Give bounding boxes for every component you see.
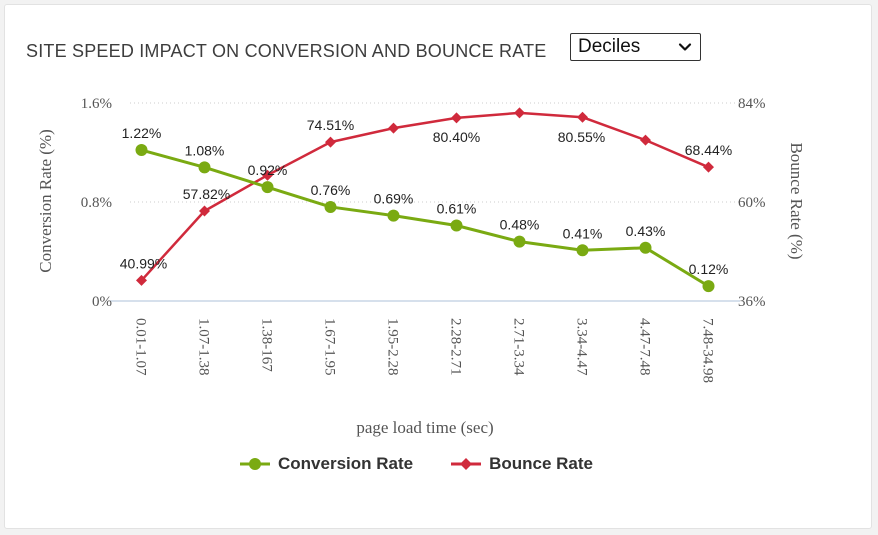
- legend-item-bounce[interactable]: Bounce Rate: [451, 454, 593, 474]
- conversion-rate-point: [135, 144, 148, 157]
- legend-label-bounce: Bounce Rate: [489, 454, 594, 473]
- legend-label-conversion: Conversion Rate: [278, 454, 414, 473]
- x-tick-label: 3.34-4.47: [574, 318, 590, 376]
- y-left-tick-label: 1.6%: [81, 96, 112, 112]
- legend-marker-bounce-icon: [451, 458, 482, 470]
- x-tick-label: 1.95-2.28: [385, 318, 401, 376]
- legend-marker-conversion-icon: [240, 458, 270, 470]
- y-right-axis-title: Bounce Rate (%): [787, 142, 806, 259]
- x-tick-label: 7.48-34.98: [700, 318, 716, 383]
- conversion-data-label: 0.76%: [311, 182, 351, 198]
- bounce-data-label: 40.99%: [120, 255, 167, 271]
- chart-card: [4, 4, 872, 529]
- bounce-rate-point: [451, 112, 462, 124]
- conversion-rate-point: [261, 181, 274, 194]
- x-tick-label: 1.38-167: [259, 318, 275, 372]
- conversion-rate-line: [141, 148, 710, 288]
- y-right-tick-label: 36%: [738, 294, 766, 310]
- conversion-data-label: 0.12%: [689, 261, 729, 277]
- chevron-down-icon: [678, 43, 692, 51]
- conversion-rate-point: [198, 161, 211, 174]
- conversion-rate-point: [702, 280, 715, 293]
- x-tick-label: 2.28-2.71: [448, 318, 464, 376]
- bounce-data-label: 57.82%: [183, 186, 230, 202]
- bounce-rate-point: [136, 274, 147, 286]
- y-right-tick-label: 84%: [738, 96, 766, 112]
- bounce-rate-point: [640, 134, 651, 146]
- x-tick-label: 0.01-1.07: [133, 318, 149, 376]
- x-axis-title: page load time (sec): [356, 418, 493, 437]
- conversion-rate-point: [513, 235, 526, 248]
- x-tick-label: 2.71-3.34: [511, 318, 527, 376]
- conversion-data-label: 0.43%: [626, 223, 666, 239]
- chart-title: SITE SPEED IMPACT ON CONVERSION AND BOUN…: [26, 41, 547, 61]
- conversion-rate-point: [450, 219, 463, 232]
- bounce-rate-point: [262, 169, 273, 181]
- conversion-rate-point: [576, 244, 589, 257]
- conversion-data-label: 0.41%: [563, 225, 603, 241]
- conversion-data-label: 1.08%: [185, 142, 225, 158]
- x-tick-label: 1.07-1.38: [196, 318, 212, 376]
- dropdown-selected-value: Deciles: [578, 36, 641, 57]
- conversion-rate-point: [387, 209, 400, 222]
- y-left-tick-label: 0%: [92, 294, 112, 310]
- conversion-data-label: 0.92%: [248, 162, 288, 178]
- bounce-rate-point: [388, 122, 399, 134]
- conversion-data-label: 1.22%: [122, 125, 162, 141]
- bounce-data-label: 74.51%: [307, 117, 354, 133]
- conversion-data-label: 0.48%: [500, 217, 540, 233]
- conversion-data-label: 0.61%: [437, 201, 477, 217]
- decile-dropdown[interactable]: Deciles: [570, 33, 701, 61]
- bounce-rate-point: [514, 107, 525, 119]
- legend-item-conversion[interactable]: Conversion Rate: [240, 454, 413, 474]
- x-tick-label: 1.67-1.95: [322, 318, 338, 376]
- bounce-rate-point: [577, 111, 588, 123]
- conversion-data-label: 0.69%: [374, 191, 414, 207]
- chart-legend: Conversion Rate Bounce Rate: [240, 454, 593, 474]
- conversion-rate-point: [324, 200, 337, 213]
- bounce-data-label: 80.55%: [558, 129, 605, 145]
- y-right-tick-label: 60%: [738, 195, 766, 211]
- conversion-rate-point: [639, 241, 652, 254]
- y-left-tick-label: 0.8%: [81, 195, 112, 211]
- bounce-data-label: 80.40%: [433, 129, 480, 145]
- bounce-rate-line: [140, 111, 709, 282]
- y-left-axis-title: Conversion Rate (%): [36, 129, 55, 273]
- x-tick-label: 4.47-7.48: [637, 318, 653, 376]
- bounce-rate-point: [325, 136, 336, 148]
- bounce-rate-point: [199, 205, 210, 217]
- bounce-rate-point: [703, 161, 714, 173]
- bounce-data-label: 68.44%: [685, 142, 732, 158]
